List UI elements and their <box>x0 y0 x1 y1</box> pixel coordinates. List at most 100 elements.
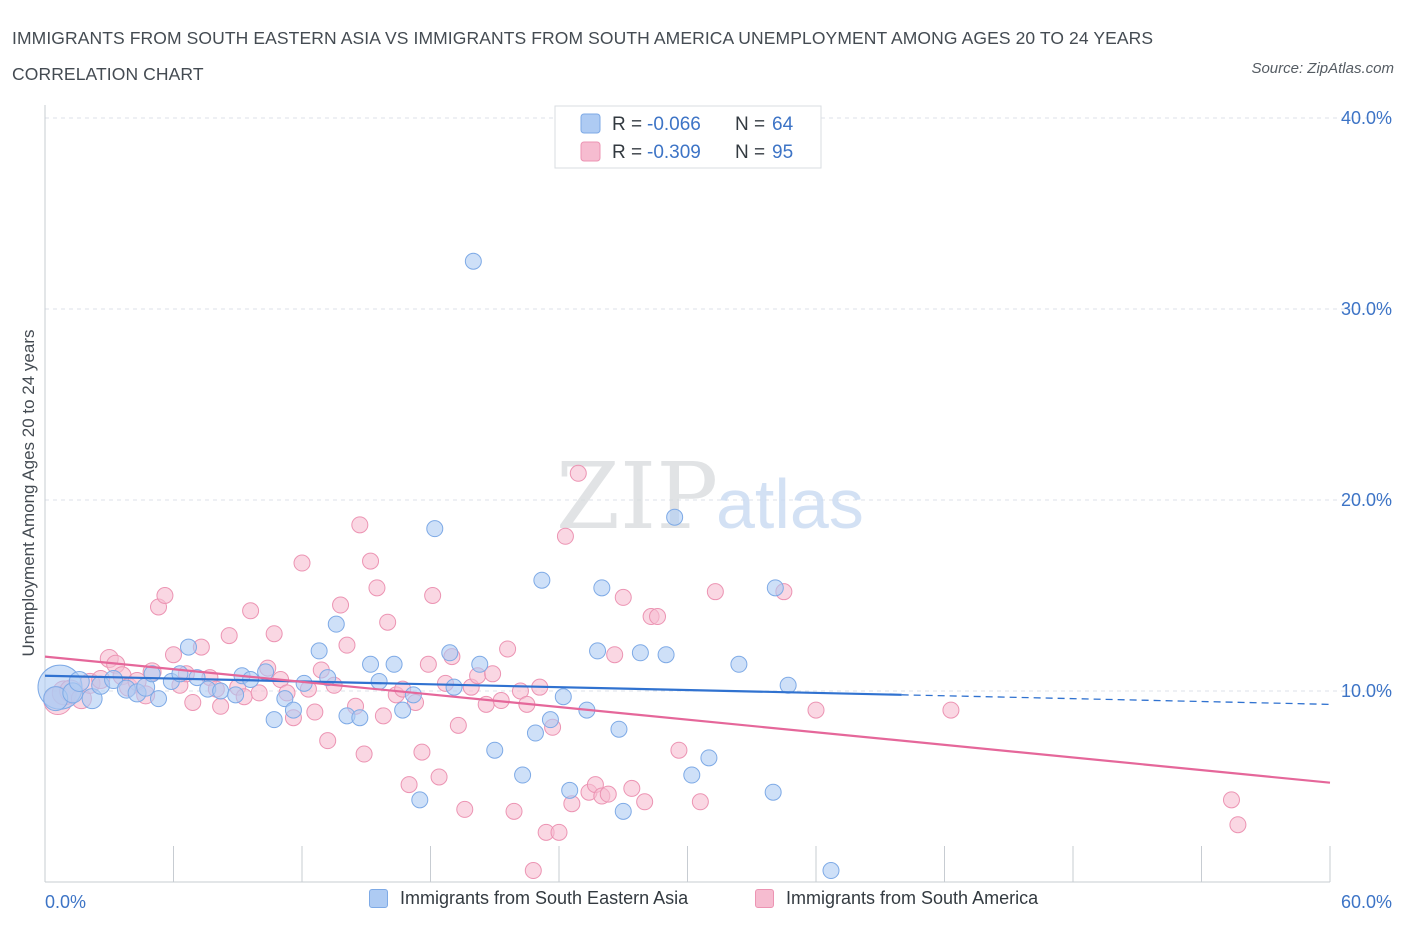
data-point-south-america <box>379 613 397 631</box>
data-point-south-eastern-asia <box>426 520 444 538</box>
data-point-south-america <box>184 693 202 711</box>
y-tick-label: 10.0% <box>1341 681 1392 701</box>
legend-top-r-value: -0.066 <box>647 114 701 135</box>
data-point-south-america <box>156 587 174 604</box>
chart-title: IMMIGRANTS FROM SOUTH EASTERN ASIA VS IM… <box>12 28 1154 84</box>
legend-top-swatch-blue <box>580 113 601 134</box>
data-point-south-eastern-asia <box>212 682 230 700</box>
data-point-south-eastern-asia <box>179 638 197 656</box>
legend-swatch-blue <box>369 889 388 908</box>
data-point-south-america <box>1229 816 1247 834</box>
data-point-south-eastern-asia <box>310 642 328 660</box>
data-point-south-eastern-asia <box>411 791 429 809</box>
watermark: ZIP atlas <box>556 443 864 550</box>
data-point-south-america <box>706 583 724 601</box>
legend-top-n-value: 95 <box>772 142 793 163</box>
legend-top: R = -0.066 N = 64 R = -0.309 N = 95 <box>554 105 822 169</box>
data-point-south-eastern-asia <box>526 724 544 742</box>
legend-top-swatch-pink <box>580 141 601 162</box>
data-point-south-america <box>212 697 230 715</box>
legend-item-south-america[interactable]: Immigrants from South America <box>755 888 1038 909</box>
data-point-south-america <box>351 516 369 534</box>
legend-swatch-pink <box>755 889 774 908</box>
data-point-south-america <box>505 802 523 820</box>
data-point-south-eastern-asia <box>533 571 551 589</box>
legend-item-south-eastern-asia[interactable]: Immigrants from South Eastern Asia <box>369 888 688 909</box>
y-tick-label: 40.0% <box>1341 108 1392 128</box>
legend-label: Immigrants from South Eastern Asia <box>400 888 689 908</box>
y-axis-label: Unemployment Among Ages 20 to 24 years <box>19 330 38 657</box>
data-point-south-eastern-asia <box>445 678 463 696</box>
data-point-south-america <box>419 655 437 673</box>
data-point-south-eastern-asia <box>362 655 380 673</box>
data-point-south-eastern-asia <box>666 508 684 526</box>
data-point-south-america <box>265 625 283 643</box>
data-point-south-america <box>524 862 542 880</box>
data-point-south-america <box>293 554 311 572</box>
data-point-south-eastern-asia <box>541 711 559 729</box>
data-point-south-eastern-asia <box>284 701 302 719</box>
x-tick-label: 0.0% <box>45 892 86 912</box>
data-point-south-eastern-asia <box>327 615 345 633</box>
data-point-south-america <box>165 646 182 664</box>
data-point-south-eastern-asia <box>593 579 611 597</box>
legend-top-n-value: 64 <box>772 114 794 135</box>
data-point-south-america <box>599 785 617 803</box>
legend-top-r-value: -0.309 <box>647 142 701 163</box>
legend-top-n-label: N = <box>735 114 765 135</box>
data-point-south-eastern-asia <box>779 676 797 694</box>
data-point-south-eastern-asia <box>404 686 422 704</box>
source-note: Source: ZipAtlas.com <box>1251 60 1394 77</box>
data-point-south-eastern-asia <box>68 670 90 692</box>
legend-top-r-label: R = <box>612 114 642 135</box>
data-point-south-america <box>362 552 380 570</box>
data-point-south-eastern-asia <box>614 802 632 820</box>
data-point-south-eastern-asia <box>441 644 459 662</box>
legend-label: Immigrants from South America <box>786 888 1039 908</box>
data-point-south-america <box>319 732 337 750</box>
trend-line-south-america <box>44 655 1331 784</box>
trend-line-south-eastern-asia-extension <box>901 694 1331 706</box>
data-point-south-eastern-asia <box>514 766 532 784</box>
trend-line-south-eastern-asia <box>44 674 902 696</box>
data-point-south-eastern-asia <box>561 781 579 799</box>
data-point-south-eastern-asia <box>700 749 718 767</box>
data-point-south-america <box>250 684 268 702</box>
y-tick-label: 20.0% <box>1341 490 1392 510</box>
data-point-south-america <box>374 707 392 725</box>
legend-bottom: Immigrants from South Eastern Asia Immig… <box>0 888 1406 918</box>
data-point-south-america <box>569 464 587 482</box>
data-point-south-america <box>556 527 574 545</box>
axes-layer <box>44 105 1331 883</box>
data-point-south-america <box>456 800 474 818</box>
data-point-south-eastern-asia <box>227 686 245 704</box>
y-tick-label: 30.0% <box>1341 299 1392 319</box>
data-point-south-america <box>636 793 654 811</box>
data-point-south-america <box>306 703 324 721</box>
data-point-south-america <box>220 627 238 645</box>
data-point-south-america <box>550 823 568 841</box>
data-point-south-eastern-asia <box>766 579 784 597</box>
data-point-south-eastern-asia <box>610 720 628 738</box>
data-point-south-america <box>807 701 825 719</box>
data-point-south-america <box>499 640 517 658</box>
data-point-south-america <box>606 646 624 664</box>
data-point-south-eastern-asia <box>265 711 283 729</box>
tick-labels: 10.0% 20.0% 30.0% 40.0% 0.0% 60.0% <box>45 108 1392 912</box>
watermark-atlas: atlas <box>716 465 864 543</box>
data-point-south-eastern-asia <box>822 862 840 880</box>
trend-layer <box>44 655 1331 784</box>
data-point-south-america <box>368 579 386 597</box>
data-point-south-america <box>449 716 467 734</box>
data-point-south-eastern-asia <box>464 252 482 270</box>
data-point-south-eastern-asia <box>385 655 403 673</box>
data-point-south-eastern-asia <box>764 783 782 801</box>
data-point-south-america <box>338 636 356 654</box>
data-point-south-america <box>242 602 260 620</box>
legend-top-n-label: N = <box>735 142 765 163</box>
data-point-south-eastern-asia <box>554 688 572 706</box>
data-point-south-eastern-asia <box>104 670 124 690</box>
data-point-south-america <box>430 768 448 786</box>
data-point-south-eastern-asia <box>730 655 748 673</box>
